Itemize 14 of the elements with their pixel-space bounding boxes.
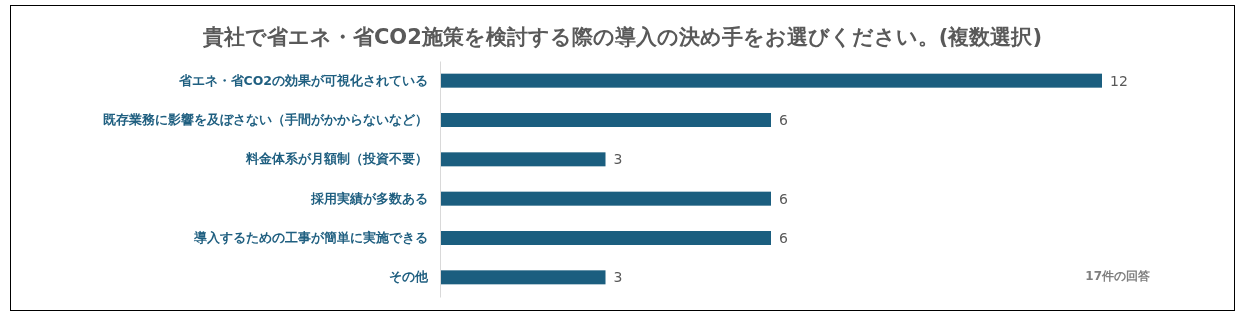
data-label: 3 bbox=[613, 269, 623, 286]
y-tick-label: 料金体系が月額制（投資不要） bbox=[245, 151, 428, 167]
annotation: 17件の回答 bbox=[1085, 269, 1151, 283]
chart-title: 貴社で省エネ・省CO2施策を検討する際の導入の決め手をお選びください。(複数選択) bbox=[201, 25, 1043, 49]
y-tick-label: 採用実績が多数ある bbox=[310, 190, 428, 206]
data-label: 6 bbox=[779, 190, 788, 207]
y-tick-label: 導入するための工事が簡単に実施できる bbox=[193, 230, 428, 245]
data-label: 6 bbox=[779, 230, 788, 246]
y-tick-label: 既存業務に影響を及ぼさない（手間がかからないなど） bbox=[103, 112, 428, 127]
data-label: 12 bbox=[1110, 72, 1128, 89]
data-label: 6 bbox=[779, 112, 788, 128]
y-tick-label: 省エネ・省CO2の効果が可視化されている bbox=[177, 72, 428, 88]
data-label: 3 bbox=[613, 151, 623, 168]
y-tick-label: その他 bbox=[389, 269, 429, 285]
